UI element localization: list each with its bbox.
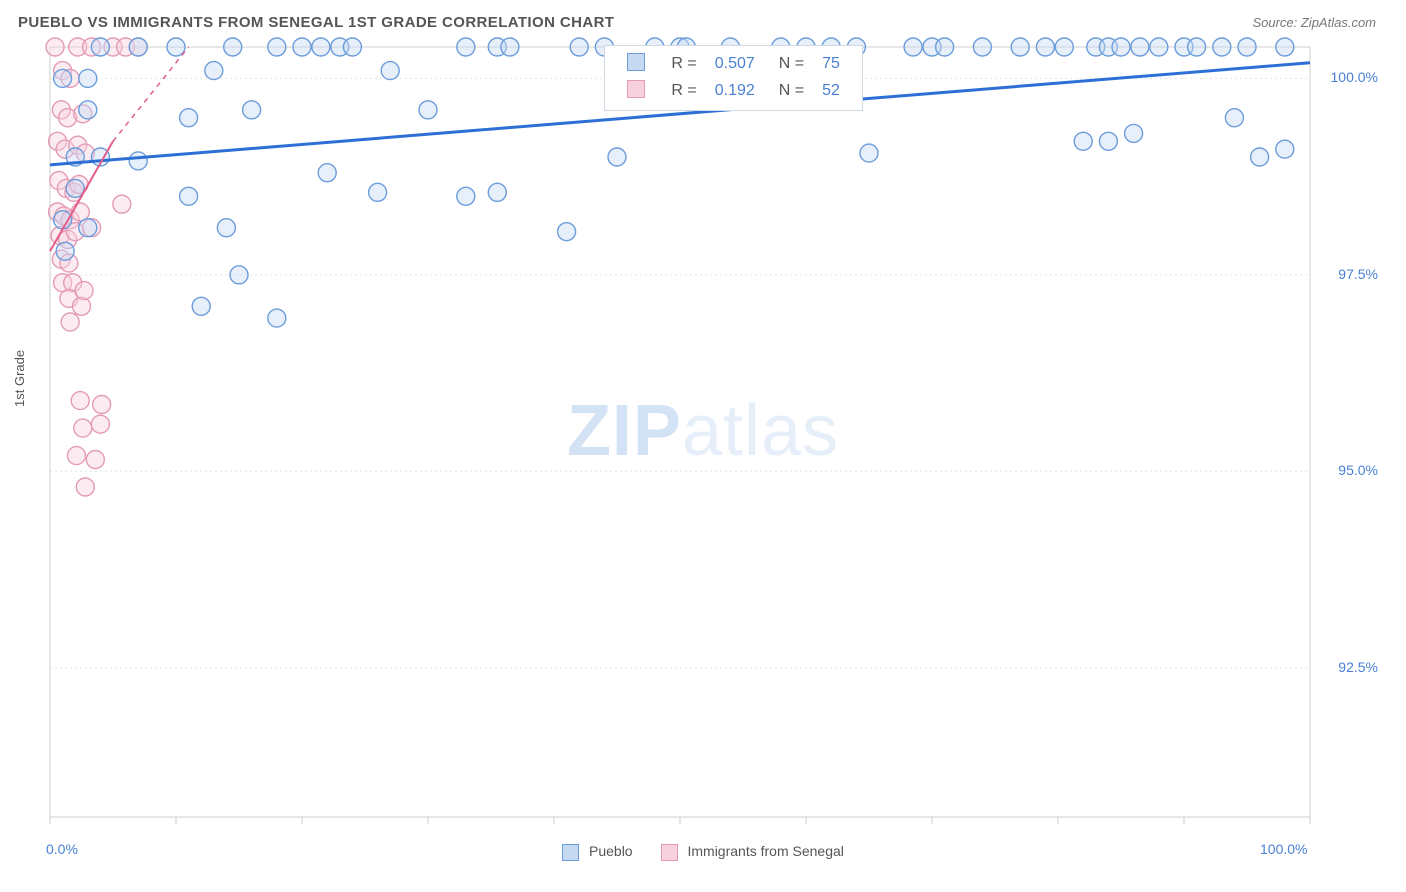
y-tick-label: 95.0% [1338,462,1378,478]
legend: Pueblo Immigrants from Senegal [20,843,1386,861]
legend-swatch-pink [661,844,678,861]
y-axis-label: 1st Grade [12,350,27,407]
legend-item-senegal: Immigrants from Senegal [661,843,844,861]
legend-item-pueblo: Pueblo [562,843,632,861]
legend-swatch-blue [562,844,579,861]
chart-title: PUEBLO VS IMMIGRANTS FROM SENEGAL 1ST GR… [18,14,614,31]
legend-label-pueblo: Pueblo [589,843,633,859]
chart-container: 1st Grade ZIPatlas R =0.507 N =75 R =0.1… [20,37,1386,857]
legend-label-senegal: Immigrants from Senegal [687,843,843,859]
y-tick-label: 97.5% [1338,266,1378,282]
scatter-plot [20,37,1386,839]
source-label: Source: ZipAtlas.com [1252,15,1376,30]
header: PUEBLO VS IMMIGRANTS FROM SENEGAL 1ST GR… [0,0,1406,37]
correlation-stats-box: R =0.507 N =75 R =0.192 N =52 [604,45,863,111]
y-tick-label: 100.0% [1331,69,1378,85]
y-tick-label: 92.5% [1338,659,1378,675]
